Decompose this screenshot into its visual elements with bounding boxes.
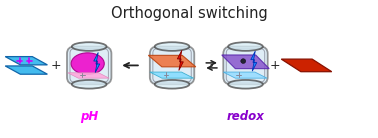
- Ellipse shape: [72, 42, 107, 51]
- Text: Orthogonal switching: Orthogonal switching: [111, 6, 267, 21]
- Polygon shape: [94, 52, 100, 73]
- FancyBboxPatch shape: [150, 47, 194, 84]
- FancyBboxPatch shape: [223, 47, 268, 84]
- Polygon shape: [223, 72, 267, 78]
- Polygon shape: [222, 55, 269, 69]
- Ellipse shape: [228, 42, 263, 51]
- Ellipse shape: [155, 80, 189, 89]
- Text: pH: pH: [80, 110, 98, 123]
- Polygon shape: [148, 55, 196, 67]
- Ellipse shape: [71, 53, 104, 74]
- Ellipse shape: [228, 80, 263, 89]
- Text: redox: redox: [226, 110, 265, 123]
- Ellipse shape: [72, 80, 107, 89]
- Ellipse shape: [155, 42, 189, 51]
- Polygon shape: [68, 73, 109, 78]
- Polygon shape: [281, 59, 332, 72]
- Circle shape: [241, 59, 246, 63]
- Polygon shape: [251, 51, 257, 71]
- Polygon shape: [150, 72, 194, 78]
- Text: +: +: [51, 59, 62, 72]
- Polygon shape: [177, 50, 183, 70]
- Polygon shape: [5, 66, 47, 74]
- Polygon shape: [5, 57, 47, 65]
- FancyBboxPatch shape: [67, 47, 112, 84]
- Text: +: +: [270, 59, 280, 72]
